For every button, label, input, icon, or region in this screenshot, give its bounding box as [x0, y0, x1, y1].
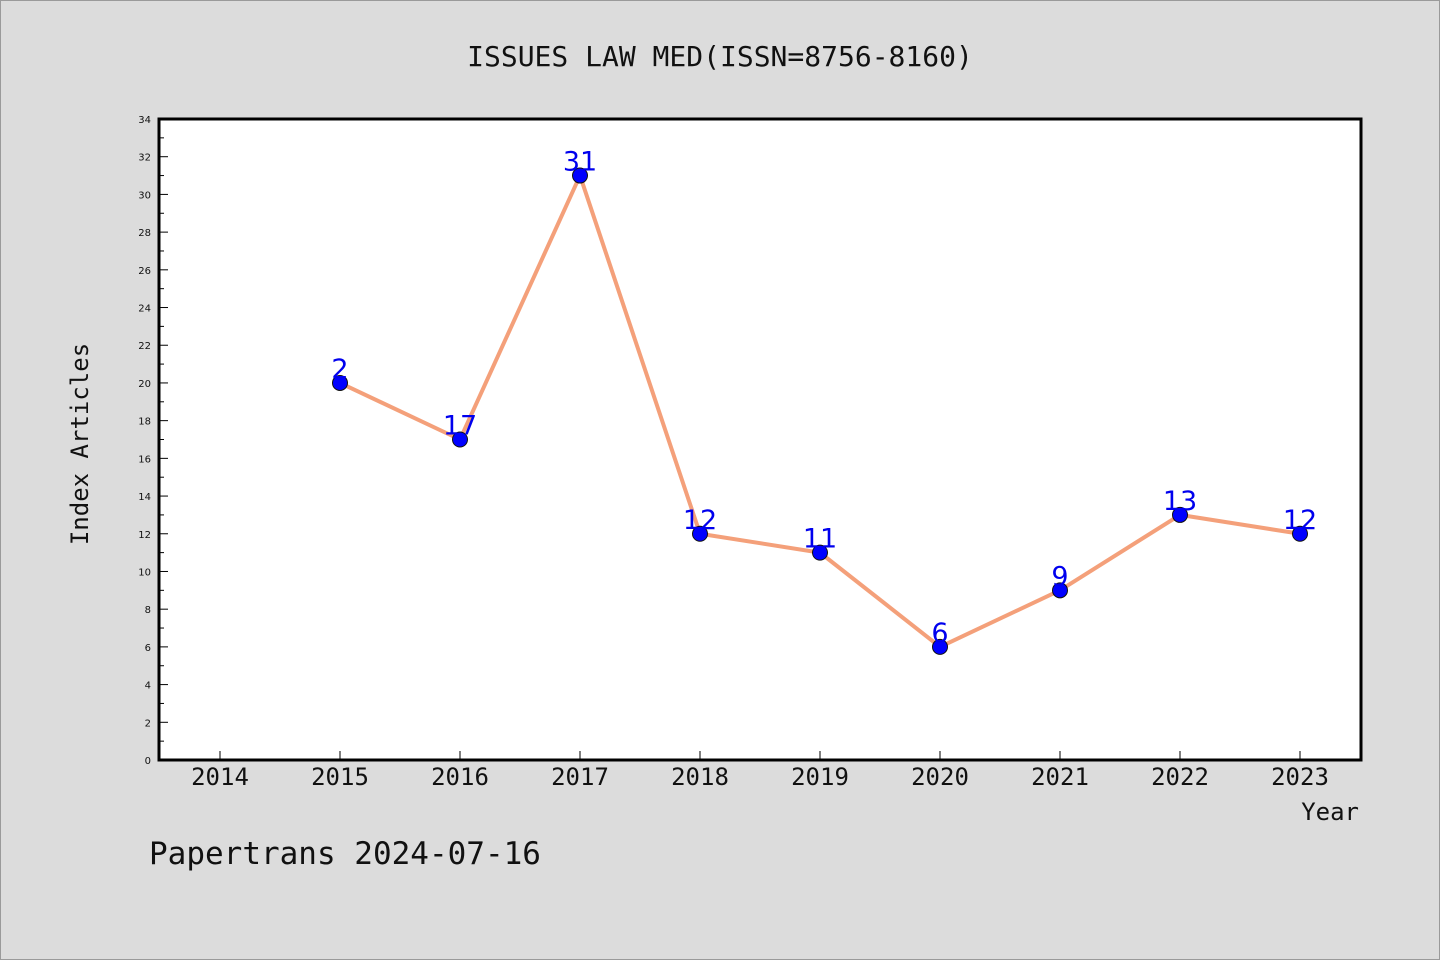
x-tick-label: 2018 [671, 763, 729, 791]
x-tick-label: 2015 [311, 763, 369, 791]
series-group: 2 17 31 12 11 6 9 13 12 [331, 147, 1317, 655]
y-tick-label: 12 [138, 530, 151, 541]
x-tick-label: 2022 [1151, 763, 1209, 791]
x-tick-label: 2019 [791, 763, 849, 791]
data-point [1172, 506, 1188, 523]
data-label: 2 [331, 354, 348, 385]
data-point [812, 544, 828, 561]
x-tick-label: 2014 [191, 763, 249, 791]
y-tick-label: 6 [145, 643, 151, 654]
x-tick-label: 2016 [431, 763, 489, 791]
data-label: 17 [443, 411, 477, 442]
data-label: 31 [563, 147, 597, 178]
y-tick-label: 2 [145, 718, 151, 729]
x-tick-label: 2017 [551, 763, 609, 791]
data-point [932, 638, 948, 655]
chart-title: ISSUES LAW MED(ISSN=8756-8160) [467, 40, 973, 73]
y-tick-label: 10 [138, 567, 151, 578]
y-tick-label: 4 [145, 681, 151, 692]
data-point [1292, 525, 1308, 542]
data-label: 6 [931, 618, 948, 649]
y-tick-label: 32 [138, 153, 151, 164]
data-label: 12 [1283, 505, 1317, 536]
y-tick-label: 30 [138, 190, 151, 201]
y-tick-label: 26 [138, 266, 151, 277]
y-tick-label: 34 [138, 115, 151, 126]
y-tick-label: 22 [138, 341, 151, 352]
data-label: 11 [803, 524, 837, 555]
x-axis: 2014 2015 2016 2017 2018 2019 2020 2021 2022 2023 [191, 751, 1329, 791]
y-tick-label: 20 [138, 379, 151, 390]
data-label: 13 [1163, 486, 1197, 517]
x-tick-label: 2023 [1271, 763, 1329, 791]
y-tick-label: 28 [138, 228, 151, 239]
data-point [332, 374, 348, 391]
data-point [1052, 582, 1068, 599]
y-tick-label: 24 [138, 304, 151, 315]
footer-text: Papertrans 2024-07-16 [149, 836, 541, 872]
y-tick-label: 8 [145, 605, 151, 616]
data-point [572, 167, 588, 184]
x-tick-label: 2021 [1031, 763, 1089, 791]
data-point [452, 431, 468, 448]
y-axis-title: Index Articles [66, 343, 94, 545]
data-label: 12 [683, 505, 717, 536]
y-tick-label: 0 [145, 756, 151, 767]
data-label: 9 [1051, 561, 1068, 592]
plot-area [157, 117, 1363, 762]
data-point [692, 525, 708, 542]
y-tick-label: 18 [138, 417, 151, 428]
x-axis-title: Year [1301, 798, 1359, 826]
x-tick-label: 2020 [911, 763, 969, 791]
y-tick-label: 16 [138, 454, 151, 465]
y-tick-label: 14 [138, 492, 151, 503]
